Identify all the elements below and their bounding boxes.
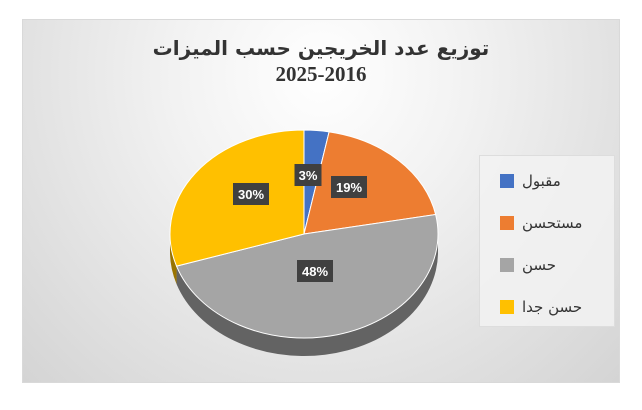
legend-swatch [500,174,514,188]
legend-swatch [500,216,514,230]
chart-area: توزيع عدد الخريجين حسب الميزات 2025-2016… [22,19,620,383]
chart-subtitle: 2025-2016 [275,62,367,86]
legend-label: مستحسن [522,214,583,232]
legend: مقبول مستحسن حسن حسن جدا [479,155,615,327]
legend-swatch [500,300,514,314]
legend-label: مقبول [522,172,561,190]
pie-slice [303,131,437,235]
legend-label: حسن جدا [522,298,583,316]
pie-side-3 [170,234,177,285]
data-label: 48% [297,260,333,282]
pie-side-2 [176,234,439,356]
legend-swatch [500,258,514,272]
data-label: 19% [331,176,367,198]
svg-text:48%: 48% [302,264,328,279]
legend-label: حسن [522,256,557,274]
data-label: 30% [233,183,269,205]
svg-text:30%: 30% [238,187,264,202]
legend-item: مقبول [500,170,561,192]
svg-text:19%: 19% [336,180,362,195]
chart-title: توزيع عدد الخريجين حسب الميزات [152,36,490,60]
legend-item: مستحسن [500,212,582,234]
legend-item: حسن جدا [500,296,582,318]
svg-text:3%: 3% [299,168,318,183]
pie-chart: 3% 19% 48% 30% [169,129,439,356]
legend-item: حسن [500,254,556,276]
data-label: 3% [294,164,322,186]
